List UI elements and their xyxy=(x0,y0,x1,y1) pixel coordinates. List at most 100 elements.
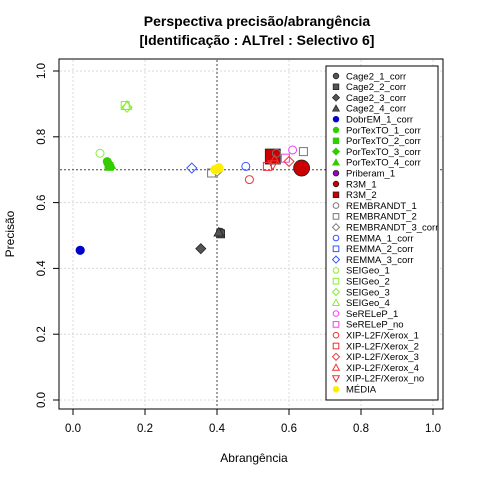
legend-marker-12 xyxy=(332,202,340,209)
point-27-0 xyxy=(268,154,281,165)
legend-marker-23 xyxy=(332,321,340,328)
legend-marker-0 xyxy=(332,72,340,80)
point-29-1 xyxy=(213,163,224,173)
x-tick-label: 1.0 xyxy=(425,423,441,435)
legend-marker-3 xyxy=(331,104,341,112)
legend-label-26: XIP-L2F/Xerox_3 xyxy=(346,352,419,363)
legend-label-6: PorTexTO_2_corr xyxy=(346,136,421,147)
legend-label-28: XIP-L2F/Xerox_no xyxy=(346,374,424,385)
point-15-0 xyxy=(241,161,251,171)
chart-subtitle: [Identificação : ALTrel : Selectivo 6] xyxy=(140,32,375,48)
legend-marker-6 xyxy=(332,137,340,144)
legend-box xyxy=(325,65,439,401)
legend-marker-9 xyxy=(332,169,340,177)
legend-label-27: XIP-L2F/Xerox_4 xyxy=(346,363,419,374)
legend-marker-17 xyxy=(331,255,341,264)
x-tick-label: 0.2 xyxy=(137,423,153,435)
legend-label-5: PorTexTO_1_corr xyxy=(346,125,421,136)
point-26-0 xyxy=(283,155,295,168)
legend-marker-29 xyxy=(332,386,340,393)
legend-label-22: SeRELeP_1 xyxy=(346,309,398,320)
legend-label-18: SEIGeo_1 xyxy=(346,266,390,277)
legend-marker-5 xyxy=(332,126,340,134)
legend-marker-14 xyxy=(331,222,341,232)
legend-label-21: SEIGeo_4 xyxy=(346,298,390,309)
legend-marker-7 xyxy=(331,147,341,156)
legend: Cage2_1_corrCage2_2_corrCage2_3_corrCage… xyxy=(325,65,439,401)
legend-label-2: Cage2_3_corr xyxy=(346,93,406,104)
legend-label-24: XIP-L2F/Xerox_1 xyxy=(346,331,419,342)
point-18-0 xyxy=(95,148,105,158)
legend-label-4: DobrEM_1_corr xyxy=(346,115,413,126)
legend-marker-18 xyxy=(332,267,340,274)
legend-label-19: SEIGeo_2 xyxy=(346,277,390,288)
point-21-0 xyxy=(121,99,133,110)
legend-label-11: R3M_2 xyxy=(346,190,377,201)
point-22-0 xyxy=(288,145,298,155)
legend-label-12: REMBRANDT_1 xyxy=(346,201,417,212)
legend-marker-1 xyxy=(332,83,340,90)
legend-label-1: Cage2_2_corr xyxy=(346,82,406,93)
legend-marker-28 xyxy=(331,375,341,383)
legend-label-17: REMMA_3_corr xyxy=(346,255,414,266)
legend-marker-11 xyxy=(332,191,340,198)
legend-label-8: PorTexTO_4_corr xyxy=(346,158,421,169)
y-tick-label: 0.0 xyxy=(36,392,48,408)
legend-label-14: REMBRANDT_3_corr xyxy=(346,223,438,234)
x-tick-label: 0.4 xyxy=(209,423,226,435)
legend-marker-8 xyxy=(331,158,341,166)
legend-label-7: PorTexTO_3_corr xyxy=(346,147,421,158)
legend-label-23: SeRELeP_no xyxy=(346,320,404,331)
y-axis: 0.0 0.2 0.4 0.6 0.8 1.0 xyxy=(36,63,59,408)
legend-label-10: R3M_1 xyxy=(346,179,377,190)
legend-label-13: REMBRANDT_2 xyxy=(346,212,417,223)
legend-label-9: Priberam_1 xyxy=(346,169,395,180)
x-tick-label: 0.8 xyxy=(353,423,369,435)
legend-marker-19 xyxy=(332,277,340,285)
legend-marker-21 xyxy=(331,298,341,306)
legend-label-0: Cage2_1_corr xyxy=(346,71,406,82)
legend-marker-27 xyxy=(331,363,341,371)
legend-label-29: MÉDIA xyxy=(346,385,377,396)
point-20-0 xyxy=(121,101,133,113)
y-tick-label: 0.2 xyxy=(36,326,48,342)
point-3-0 xyxy=(213,226,225,237)
point-23-0 xyxy=(280,153,290,163)
legend-marker-24 xyxy=(332,331,340,339)
legend-marker-16 xyxy=(332,245,340,253)
point-17-0 xyxy=(186,162,198,174)
y-tick-label: 0.4 xyxy=(36,260,48,277)
point-28-0 xyxy=(267,160,279,171)
legend-label-16: REMMA_2_corr xyxy=(346,244,414,255)
legend-label-15: REMMA_1_corr xyxy=(346,233,414,244)
y-axis-label: Precisão xyxy=(3,210,17,257)
x-axis: 0.0 0.2 0.4 0.6 0.8 1.0 xyxy=(65,409,441,435)
data-points xyxy=(75,99,311,255)
point-10-0 xyxy=(293,159,311,177)
legend-label-20: SEIGeo_3 xyxy=(346,287,390,298)
legend-marker-22 xyxy=(332,310,340,317)
point-8-0 xyxy=(105,159,117,170)
plot-frame xyxy=(58,58,444,410)
legend-marker-4 xyxy=(332,115,340,123)
legend-marker-20 xyxy=(331,287,341,297)
legend-marker-10 xyxy=(332,180,340,188)
legend-marker-25 xyxy=(332,342,340,350)
x-axis-label: Abrangência xyxy=(220,451,288,465)
legend-marker-2 xyxy=(331,93,341,102)
legend-label-25: XIP-L2F/Xerox_2 xyxy=(346,341,419,352)
y-tick-label: 1.0 xyxy=(36,63,48,79)
point-13-1 xyxy=(298,147,308,157)
legend-label-3: Cage2_4_corr xyxy=(346,104,406,115)
legend-marker-13 xyxy=(332,213,340,220)
y-tick-label: 0.8 xyxy=(36,129,48,145)
x-tick-label: 0.6 xyxy=(281,423,297,435)
x-tick-label: 0.0 xyxy=(65,423,81,435)
y-tick-label: 0.6 xyxy=(36,195,48,211)
legend-marker-15 xyxy=(332,234,340,242)
legend-marker-26 xyxy=(331,352,341,362)
point-2-0 xyxy=(195,243,207,255)
point-4-0 xyxy=(75,245,85,255)
point-24-0 xyxy=(244,175,254,185)
